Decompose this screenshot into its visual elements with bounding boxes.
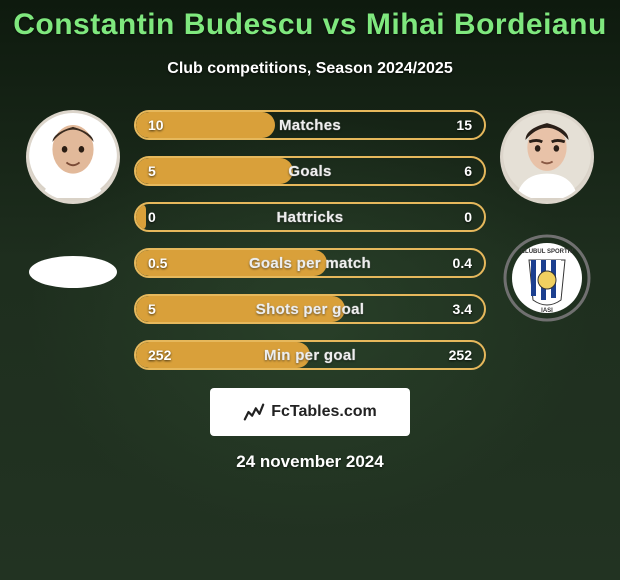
stat-value-right: 0.4 — [453, 255, 472, 271]
stat-value-right: 0 — [464, 209, 472, 225]
stat-value-right: 6 — [464, 163, 472, 179]
svg-text:IASI: IASI — [541, 308, 553, 314]
stat-value-right: 15 — [456, 117, 472, 133]
stat-label: Hattricks — [136, 209, 484, 226]
stat-row: 5Shots per goal3.4 — [134, 294, 486, 324]
comparison-area: 10Matches15 5Goals6 0Hattricks0 0.5Goals pe… — [0, 110, 620, 370]
stat-row: 5Goals6 — [134, 156, 486, 186]
club-left-badge — [29, 256, 117, 288]
svg-text:CLUBUL SPORTIV: CLUBUL SPORTIV — [521, 249, 574, 255]
stat-label: Matches — [136, 117, 484, 134]
stat-row: 10Matches15 — [134, 110, 486, 140]
right-side: CLUBUL SPORTIV IASI — [492, 110, 602, 322]
stat-row: 0Hattricks0 — [134, 202, 486, 232]
player-left-avatar — [26, 110, 120, 204]
stat-row: 0.5Goals per match0.4 — [134, 248, 486, 278]
stat-label: Goals per match — [136, 255, 484, 272]
stats-list: 10Matches15 5Goals6 0Hattricks0 0.5Goals pe… — [134, 110, 486, 370]
stat-value-right: 3.4 — [453, 301, 472, 317]
player-right-avatar — [500, 110, 594, 204]
stat-label: Shots per goal — [136, 301, 484, 318]
club-right-badge: CLUBUL SPORTIV IASI — [503, 234, 591, 322]
stat-label: Goals — [136, 163, 484, 180]
stat-label: Min per goal — [136, 347, 484, 364]
stat-row: 252Min per goal252 — [134, 340, 486, 370]
brand-box: FcTables.com — [210, 388, 410, 436]
stat-value-right: 252 — [449, 347, 472, 363]
subtitle: Club competitions, Season 2024/2025 — [167, 60, 452, 78]
date-text: 24 november 2024 — [236, 452, 383, 472]
page-title: Constantin Budescu vs Mihai Bordeianu — [13, 8, 607, 42]
left-side — [18, 110, 128, 288]
brand-icon — [243, 401, 265, 423]
brand-text: FcTables.com — [271, 403, 377, 421]
